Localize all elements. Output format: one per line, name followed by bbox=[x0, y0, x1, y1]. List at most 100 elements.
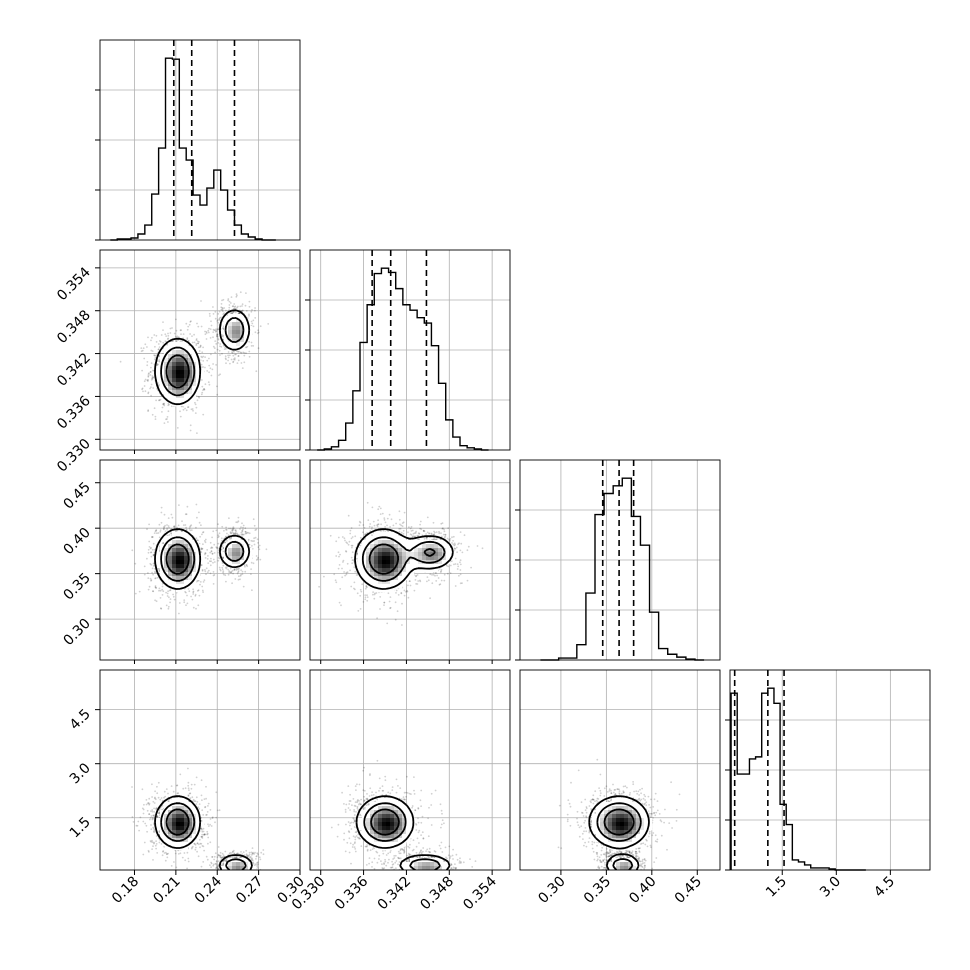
scatter-point bbox=[158, 384, 160, 386]
scatter-point bbox=[239, 291, 242, 294]
scatter-point bbox=[367, 519, 370, 521]
scatter-point bbox=[399, 527, 402, 530]
scatter-point bbox=[211, 547, 214, 549]
scatter-point bbox=[389, 526, 391, 528]
scatter-point bbox=[166, 592, 169, 595]
scatter-point bbox=[239, 305, 242, 308]
scatter-point bbox=[216, 335, 218, 338]
scatter-point bbox=[203, 388, 205, 391]
scatter-point bbox=[433, 533, 435, 536]
density-cell bbox=[184, 560, 189, 565]
scatter-point bbox=[456, 551, 458, 554]
scatter-point bbox=[206, 571, 209, 574]
scatter-point bbox=[247, 538, 250, 541]
scatter-point bbox=[415, 583, 417, 585]
scatter-point bbox=[452, 543, 455, 546]
scatter-point bbox=[242, 526, 244, 529]
scatter-point bbox=[419, 523, 421, 526]
scatter-point bbox=[222, 557, 225, 559]
scatter-point bbox=[200, 355, 203, 358]
scatter-point bbox=[221, 307, 224, 310]
density-cell bbox=[228, 342, 233, 347]
scatter-point bbox=[144, 390, 147, 393]
scatter-point bbox=[440, 579, 443, 582]
scatter-point bbox=[225, 529, 228, 531]
scatter-point bbox=[461, 551, 464, 554]
scatter-point bbox=[167, 332, 169, 335]
scatter-point bbox=[151, 567, 154, 570]
scatter-point bbox=[252, 325, 255, 328]
scatter-point bbox=[232, 360, 235, 363]
scatter-point bbox=[204, 366, 206, 369]
scatter-point bbox=[252, 518, 255, 521]
scatter-point bbox=[197, 346, 200, 349]
scatter-point bbox=[244, 530, 247, 533]
scatter-point bbox=[253, 540, 256, 542]
density-cell bbox=[168, 366, 173, 371]
scatter-point bbox=[378, 505, 381, 508]
density-cell bbox=[156, 378, 161, 383]
scatter-point bbox=[152, 573, 155, 576]
scatter-point bbox=[207, 381, 210, 384]
scatter-point bbox=[200, 366, 203, 368]
scatter-point bbox=[147, 572, 149, 574]
scatter-point bbox=[231, 351, 233, 354]
density-cell bbox=[176, 580, 181, 585]
density-cell bbox=[394, 536, 399, 541]
density-cell bbox=[164, 362, 169, 367]
scatter-point bbox=[259, 558, 262, 561]
scatter-point bbox=[182, 408, 185, 411]
scatter-point bbox=[245, 563, 248, 566]
scatter-point bbox=[225, 347, 227, 350]
scatter-point bbox=[449, 539, 451, 542]
scatter-point bbox=[151, 375, 154, 377]
scatter-point bbox=[168, 526, 170, 529]
scatter-point bbox=[190, 595, 193, 598]
density-cell bbox=[244, 322, 249, 327]
scatter-point bbox=[234, 532, 237, 535]
scatter-point bbox=[345, 571, 348, 574]
density-cell bbox=[240, 564, 245, 569]
scatter-point bbox=[188, 590, 191, 593]
scatter-point bbox=[216, 546, 219, 549]
scatter-point bbox=[147, 409, 150, 412]
scatter-point bbox=[205, 331, 208, 333]
scatter-point bbox=[155, 399, 158, 402]
density-cell bbox=[240, 346, 245, 351]
density-cell bbox=[172, 556, 177, 561]
scatter-point bbox=[202, 346, 205, 349]
scatter-point bbox=[190, 320, 192, 323]
scatter-point bbox=[200, 393, 203, 396]
density-cell bbox=[188, 398, 193, 403]
scatter-point bbox=[152, 562, 155, 565]
scatter-point bbox=[158, 399, 161, 402]
scatter-point bbox=[412, 532, 415, 535]
scatter-point bbox=[148, 523, 151, 526]
scatter-point bbox=[210, 353, 212, 356]
histogram-series-0 bbox=[110, 57, 276, 241]
scatter-point bbox=[217, 319, 219, 321]
scatter-point bbox=[162, 403, 164, 406]
panel-frame bbox=[309, 249, 511, 451]
scatter-point bbox=[160, 607, 162, 610]
scatter-point bbox=[186, 337, 189, 339]
scatter-point bbox=[217, 551, 220, 554]
scatter-point bbox=[159, 340, 162, 343]
density-cell bbox=[176, 552, 181, 557]
scatter-point bbox=[155, 457, 157, 459]
scatter-point bbox=[434, 531, 436, 534]
scatter-point bbox=[389, 607, 391, 610]
density-cell bbox=[164, 354, 169, 359]
scatter-point bbox=[376, 617, 378, 620]
scatter-point bbox=[467, 545, 470, 548]
scatter-point bbox=[160, 506, 163, 509]
scatter-point bbox=[192, 606, 195, 609]
density-cell bbox=[196, 386, 201, 391]
scatter-point bbox=[417, 532, 420, 535]
scatter-point bbox=[154, 577, 157, 579]
scatter-point bbox=[204, 569, 206, 571]
scatter-point bbox=[154, 418, 157, 420]
scatter-point bbox=[188, 323, 191, 326]
scatter-point bbox=[247, 531, 250, 534]
scatter-point bbox=[218, 535, 220, 538]
